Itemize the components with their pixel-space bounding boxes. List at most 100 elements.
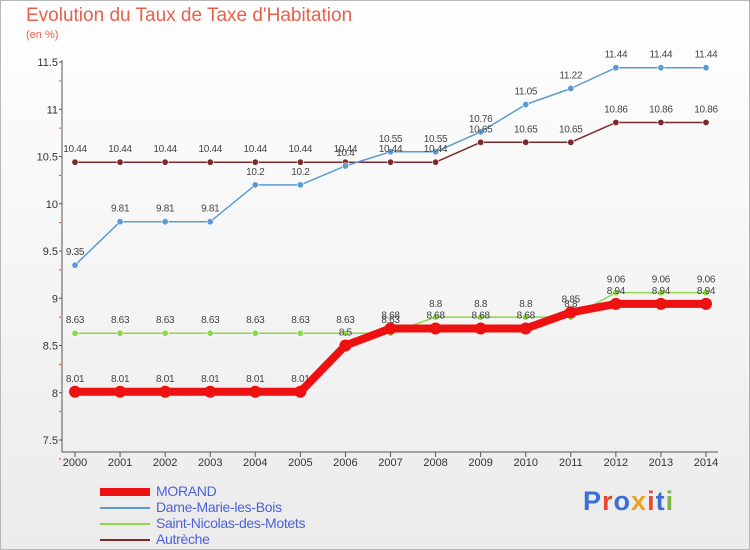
x-tick-label: 2007 bbox=[378, 457, 402, 469]
data-label: 8.63 bbox=[66, 315, 85, 326]
data-label: 10.44 bbox=[289, 144, 313, 155]
chart-title: Evolution du Taux de Taxe d'Habitation bbox=[26, 5, 353, 26]
data-point bbox=[612, 289, 620, 297]
data-label: 8.94 bbox=[652, 286, 671, 297]
data-point bbox=[564, 306, 577, 319]
x-tick-label: 2008 bbox=[423, 457, 447, 469]
data-point bbox=[609, 297, 622, 310]
data-label: 11.44 bbox=[695, 50, 719, 61]
data-point bbox=[294, 385, 307, 398]
data-label: 8.01 bbox=[291, 374, 310, 385]
y-tick-label: 10 bbox=[46, 199, 58, 211]
data-point bbox=[161, 218, 169, 226]
data-point bbox=[114, 385, 127, 398]
data-label: 9.81 bbox=[111, 204, 130, 215]
data-label: 10.65 bbox=[514, 124, 538, 135]
logo-letter: i bbox=[647, 486, 656, 516]
axes: 7.5 8 8.5 9 9.5 10 10.5 11 11.5 2000 2001 2002 2003 2… bbox=[37, 57, 719, 469]
data-point bbox=[71, 261, 79, 269]
data-label: 11.22 bbox=[559, 70, 583, 81]
data-label: 9.35 bbox=[66, 247, 85, 258]
data-label: 8.63 bbox=[111, 315, 130, 326]
x-tick-label: 2002 bbox=[153, 457, 177, 469]
legend-label: Autrèche bbox=[156, 531, 210, 547]
data-point bbox=[69, 385, 81, 398]
x-tick-label: 2006 bbox=[333, 457, 357, 469]
data-label: 8.94 bbox=[697, 286, 716, 297]
data-label: 9.81 bbox=[201, 204, 220, 215]
data-point bbox=[654, 297, 667, 310]
data-label: 8.68 bbox=[517, 310, 536, 321]
data-point bbox=[477, 128, 485, 136]
data-point bbox=[477, 138, 485, 146]
data-label: 8.5 bbox=[339, 328, 353, 339]
data-point bbox=[432, 148, 440, 156]
data-point bbox=[477, 313, 485, 321]
data-label: 10.44 bbox=[63, 144, 87, 155]
data-point bbox=[519, 322, 532, 335]
data-point bbox=[249, 385, 262, 398]
series-lines bbox=[69, 64, 712, 398]
data-label: 8.63 bbox=[291, 315, 310, 326]
data-point bbox=[522, 138, 530, 146]
y-tick-label: 9.5 bbox=[43, 246, 58, 258]
y-tick-label: 11 bbox=[47, 104, 58, 116]
data-point bbox=[567, 138, 575, 146]
x-tick-label: 2009 bbox=[468, 457, 492, 469]
data-label: 10.44 bbox=[198, 144, 222, 155]
data-label: 8.68 bbox=[472, 310, 491, 321]
data-point bbox=[116, 329, 124, 337]
data-label: 10.65 bbox=[469, 124, 493, 135]
data-point bbox=[206, 329, 214, 337]
legend-label: Dame-Marie-les-Bois bbox=[156, 499, 282, 515]
data-label: 10.86 bbox=[604, 104, 628, 115]
data-label: 8.8 bbox=[429, 299, 443, 310]
data-label: 10.4 bbox=[336, 148, 355, 159]
data-label: 9.06 bbox=[607, 275, 626, 286]
logo-letter: P bbox=[583, 486, 603, 516]
data-point bbox=[432, 313, 440, 321]
data-label: 10.55 bbox=[379, 134, 403, 145]
logo-letter: i bbox=[665, 486, 675, 516]
data-label: 8.01 bbox=[156, 374, 175, 385]
data-point bbox=[204, 385, 217, 398]
data-label: 10.44 bbox=[379, 144, 403, 155]
x-tick-label: 2004 bbox=[243, 457, 267, 469]
data-point bbox=[161, 158, 169, 166]
data-label: 11.44 bbox=[604, 50, 628, 61]
x-tick-label: 2000 bbox=[63, 457, 87, 469]
data-point bbox=[296, 158, 304, 166]
data-label: 10.86 bbox=[649, 104, 673, 115]
data-label: 10.44 bbox=[424, 144, 448, 155]
y-tick-label: 9 bbox=[52, 293, 58, 305]
data-label: 8.8 bbox=[474, 299, 488, 310]
data-label: 8.01 bbox=[66, 374, 85, 385]
data-point bbox=[251, 181, 259, 189]
logo-letter: t bbox=[655, 486, 666, 516]
data-point bbox=[474, 322, 487, 335]
data-label: 10.44 bbox=[334, 144, 358, 155]
y-tick-label: 8.5 bbox=[43, 341, 58, 353]
data-point bbox=[700, 297, 712, 310]
data-point bbox=[522, 101, 530, 109]
data-point bbox=[432, 158, 440, 166]
data-point bbox=[384, 322, 397, 335]
legend-swatch bbox=[100, 488, 150, 496]
data-point bbox=[71, 158, 79, 166]
data-label: 8.01 bbox=[111, 374, 130, 385]
x-tick-label: 2001 bbox=[108, 457, 132, 469]
data-point bbox=[429, 322, 442, 335]
data-label: 11.05 bbox=[514, 87, 538, 98]
data-point bbox=[567, 84, 575, 92]
data-label: 8.85 bbox=[562, 294, 581, 305]
data-point bbox=[657, 289, 665, 297]
legend-label: Saint-Nicolas-des-Motets bbox=[156, 515, 306, 531]
data-point bbox=[159, 385, 172, 398]
data-point bbox=[206, 218, 214, 226]
data-label: 8.8 bbox=[564, 299, 578, 310]
data-point bbox=[206, 158, 214, 166]
data-point bbox=[341, 329, 349, 337]
data-label: 10.76 bbox=[469, 114, 493, 125]
data-label: 10.65 bbox=[559, 124, 583, 135]
